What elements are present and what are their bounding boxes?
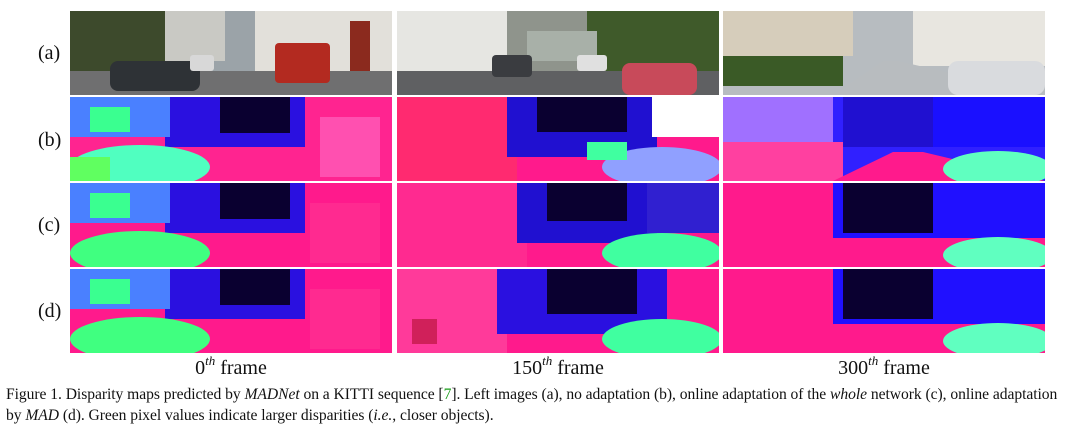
row-label-a: (a) (38, 42, 61, 64)
photo-frame-150 (397, 11, 719, 95)
frame-suffix: th (205, 353, 216, 368)
frame-suffix: th (542, 353, 553, 368)
caption-italic-ie: i.e. (373, 407, 393, 424)
frame-number: 300 (838, 357, 869, 379)
caption-text: network (c), online adaptation by (6, 386, 1058, 424)
caption-italic-whole: whole (830, 386, 868, 403)
citation-link[interactable]: 7 (443, 386, 452, 403)
caption-text: , closer objects). (392, 407, 494, 424)
photo-frame-0 (70, 11, 392, 95)
disparity-c-frame-150 (397, 183, 719, 267)
disparity-d-frame-0 (70, 269, 392, 353)
frame-word: frame (883, 357, 930, 379)
frame-word: frame (557, 357, 604, 379)
disparity-c-frame-0 (70, 183, 392, 267)
caption-text: ]. Left images (a), no adaptation (b), o… (451, 386, 831, 403)
photo-frame-300 (723, 11, 1045, 95)
caption-italic-madnet: MADNet (244, 386, 300, 403)
frame-number: 150 (512, 357, 543, 379)
caption-text: on a KITTI sequence [ (299, 386, 444, 403)
caption-italic-mad: MAD (25, 407, 59, 424)
frame-word: frame (220, 357, 267, 379)
disparity-d-frame-150 (397, 269, 719, 353)
row-label-d: (d) (38, 300, 62, 322)
disparity-c-frame-300 (723, 183, 1045, 267)
frame-label-0: 0th frame (70, 354, 392, 379)
frame-number: 0 (195, 357, 206, 379)
frame-label-300: 300th frame (723, 354, 1045, 379)
row-label-b: (b) (38, 129, 62, 151)
frame-suffix: th (868, 353, 879, 368)
frame-label-150: 150th frame (397, 354, 719, 379)
row-label-c: (c) (38, 214, 61, 236)
disparity-b-frame-150 (397, 97, 719, 181)
disparity-d-frame-300 (723, 269, 1045, 353)
disparity-b-frame-300 (723, 97, 1045, 181)
caption-text: Figure 1. Disparity maps predicted by (6, 386, 245, 403)
disparity-b-frame-0 (70, 97, 392, 181)
caption-text: (d). Green pixel values indicate larger … (58, 407, 374, 424)
figure-caption: Figure 1. Disparity maps predicted by MA… (6, 384, 1076, 426)
